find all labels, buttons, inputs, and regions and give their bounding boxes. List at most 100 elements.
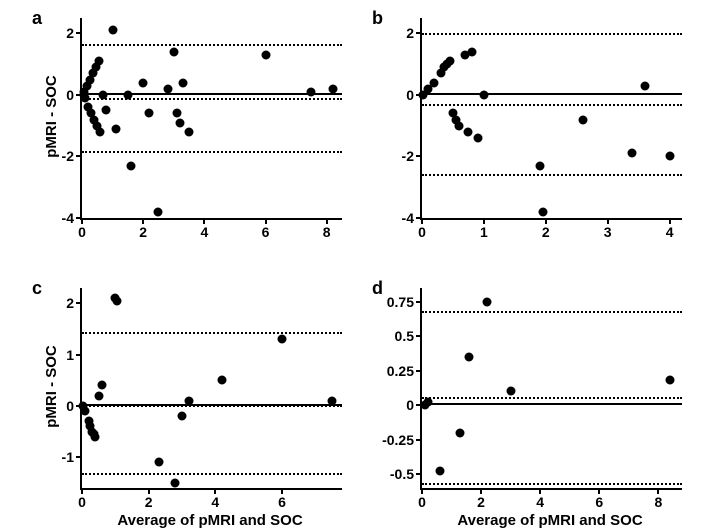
panel-b: b-4-20201234 [420,18,680,218]
ytick-label: -0.5 [390,466,414,482]
limit-line [422,483,682,485]
xtick-label: 3 [604,224,612,240]
data-point [99,90,108,99]
data-point [154,207,163,216]
panel-a: a-4-20202468pMRI - SOC [80,18,340,218]
data-point [178,412,187,421]
data-point [145,109,154,118]
ytick-label: 0.75 [387,294,414,310]
ytick [416,335,422,337]
panel-letter-c: c [32,278,42,299]
ytick [76,32,82,34]
plot-area-b: -4-20201234 [420,18,682,220]
data-point [473,134,482,143]
ytick-label: -2 [402,148,414,164]
ytick [416,301,422,303]
data-point [307,87,316,96]
xtick-label: 0 [78,224,86,240]
data-point [108,26,117,35]
figure-root: a-4-20202468pMRI - SOCb-4-20201234c-1012… [0,0,710,530]
zero-line [422,403,682,405]
data-point [261,50,270,59]
xtick-label: 6 [278,494,286,510]
ytick-label: 1 [66,347,74,363]
ylabel: pMRI - SOC [43,345,60,428]
data-point [178,78,187,87]
ytick [416,370,422,372]
data-point [163,84,172,93]
zero-line [82,93,342,95]
limit-line [82,405,342,407]
data-point [81,94,90,103]
ytick [416,473,422,475]
data-point [139,78,148,87]
ytick [76,155,82,157]
plot-area-a: -4-20202468 [80,18,342,220]
data-point [169,47,178,56]
ytick-label: 0 [66,398,74,414]
ytick [416,439,422,441]
data-point [102,106,111,115]
panel-d: d-0.5-0.2500.250.50.7502468Average of pM… [420,288,680,488]
data-point [172,109,181,118]
xtick-label: 2 [139,224,147,240]
ytick-label: 0 [406,397,414,413]
panel-letter-a: a [32,8,42,29]
data-point [154,458,163,467]
data-point [171,478,180,487]
ytick-label: 0 [406,87,414,103]
data-point [479,90,488,99]
xtick-label: 2 [145,494,153,510]
data-point [455,121,464,130]
data-point [506,387,515,396]
data-point [96,127,105,136]
xtick-label: 6 [262,224,270,240]
data-point [483,297,492,306]
data-point [113,296,122,305]
ytick [76,456,82,458]
ylabel: pMRI - SOC [43,75,60,158]
data-point [538,207,547,216]
ytick-label: -2 [62,148,74,164]
limit-line [422,311,682,313]
ytick [416,155,422,157]
data-point [666,376,675,385]
xtick-label: 8 [323,224,331,240]
xtick-label: 4 [211,494,219,510]
limit-line [422,174,682,176]
data-point [218,376,227,385]
data-point [94,57,103,66]
limit-line [82,98,342,100]
xtick-label: 0 [418,224,426,240]
ytick-label: -1 [62,449,74,465]
data-point [435,467,444,476]
ytick [76,354,82,356]
panel-c: c-10120246pMRI - SOCAverage of pMRI and … [80,288,340,488]
limit-line [82,44,342,46]
data-point [175,118,184,127]
ytick-label: 2 [66,295,74,311]
xtick-label: 2 [477,494,485,510]
data-point [278,335,287,344]
ytick-label: 0.5 [395,328,414,344]
xtick-label: 4 [200,224,208,240]
data-point [578,115,587,124]
data-point [91,432,100,441]
data-point [628,149,637,158]
ytick-label: 2 [406,25,414,41]
ytick-label: 2 [66,25,74,41]
ytick-label: -4 [62,210,74,226]
xtick-label: 8 [654,494,662,510]
ytick-label: 0.25 [387,363,414,379]
data-point [185,127,194,136]
xtick-label: 0 [78,494,86,510]
ytick-label: 0 [66,87,74,103]
panel-letter-b: b [372,8,383,29]
data-point [445,57,454,66]
xtick-label: 4 [666,224,674,240]
limit-line [422,104,682,106]
data-point [328,396,337,405]
data-point [81,407,90,416]
limit-line [422,397,682,399]
ytick-label: -0.25 [382,432,414,448]
